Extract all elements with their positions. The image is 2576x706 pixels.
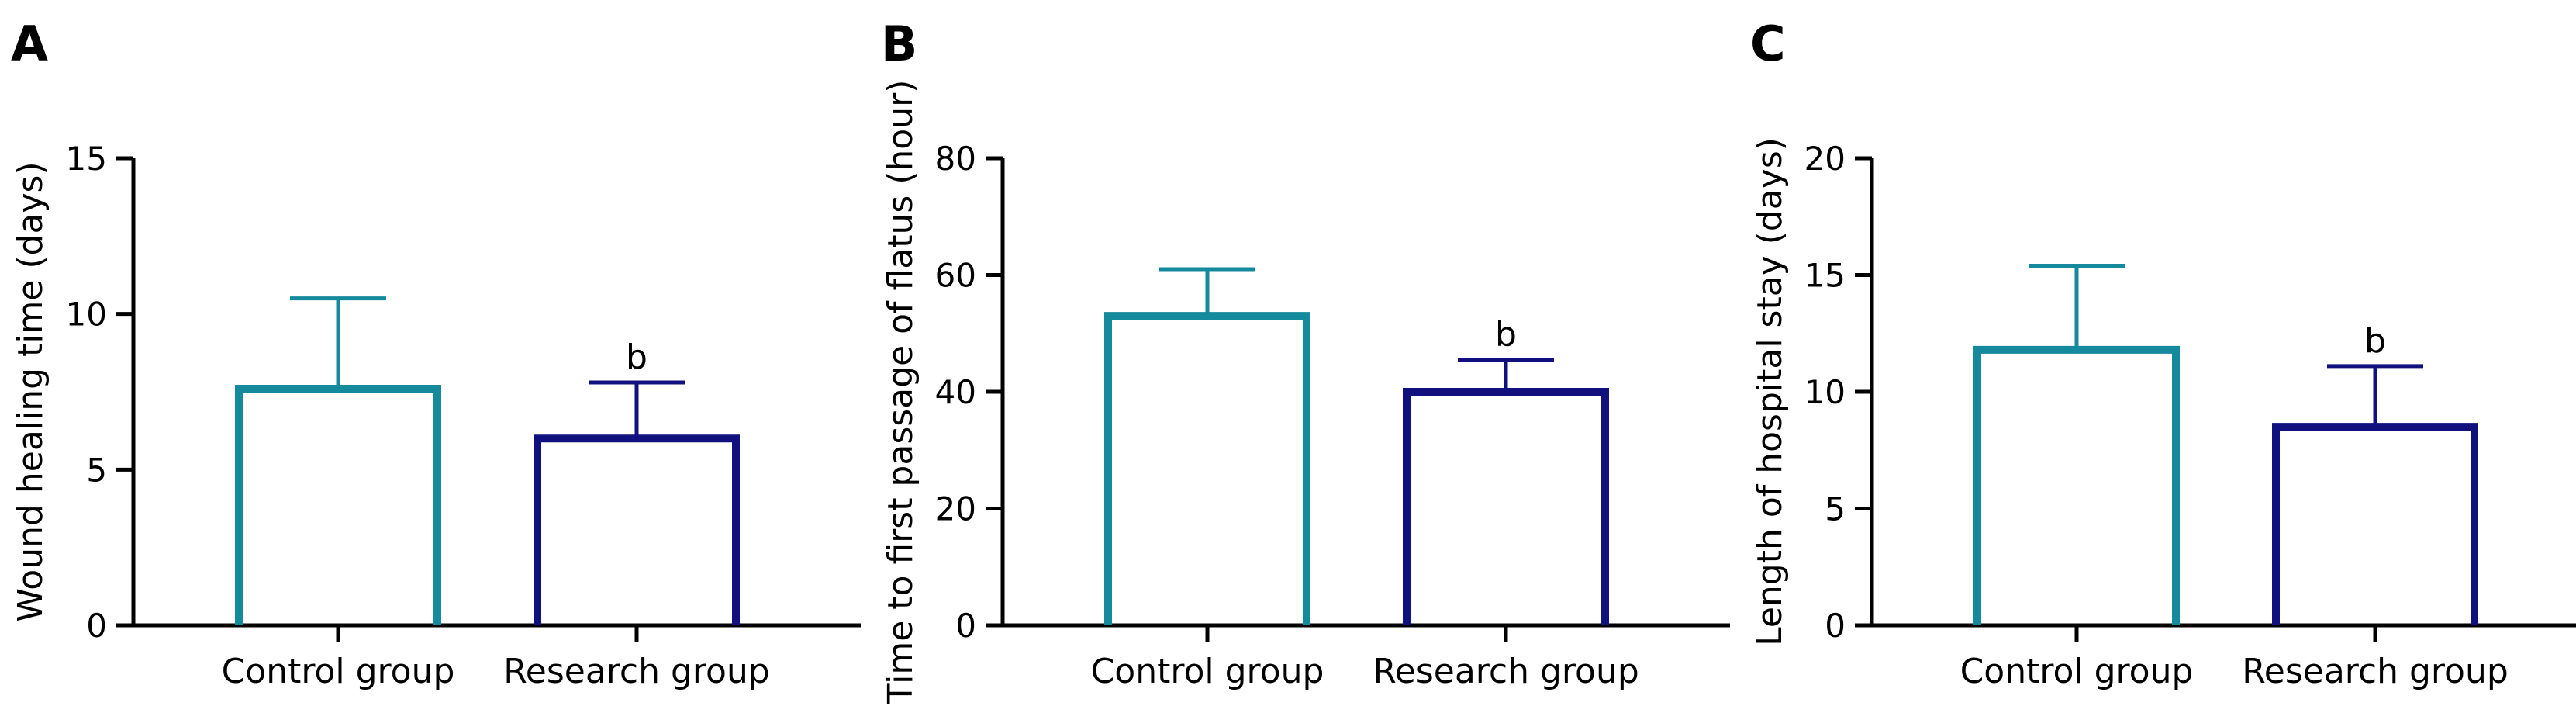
- chart-panel-c: C Length of hospital stay (days) 0 5 10 15 20 C…: [1750, 16, 2576, 691]
- bar-research: [534, 434, 740, 625]
- y-tick-label: 0: [1825, 607, 1846, 645]
- bar-research: [2272, 423, 2478, 625]
- chart-panel-a: A Wound healing time (days) 0 5 10 15 Control …: [11, 16, 861, 691]
- category-label: Control group: [1091, 652, 1324, 691]
- panel-letter: B: [881, 16, 917, 72]
- y-tick-label: 15: [66, 140, 107, 178]
- y-tick-label: 0: [955, 607, 976, 645]
- category-label: Control group: [1960, 652, 2194, 691]
- y-tick-label: 5: [86, 451, 107, 489]
- bar-control: [1973, 345, 2180, 625]
- y-axis-label: Length of hospital stay (days): [1750, 137, 1790, 646]
- significance-marker: b: [1495, 315, 1517, 355]
- category-label: Control group: [222, 652, 455, 691]
- y-tick-label: 80: [935, 140, 976, 178]
- category-label: Research group: [2242, 652, 2509, 691]
- category-label: Research group: [1373, 652, 1639, 691]
- y-tick-label: 5: [1825, 490, 1846, 528]
- y-tick-label: 10: [66, 296, 107, 334]
- bar-control: [235, 384, 441, 625]
- y-tick-label: 0: [86, 607, 107, 645]
- significance-marker: b: [2364, 321, 2386, 361]
- y-axis-label: Time to first passage of flatus (hour): [881, 80, 920, 705]
- chart-panel-b: B Time to first passage of flatus (hour) 0…: [881, 16, 1730, 704]
- bar-research: [1403, 388, 1609, 625]
- y-tick-label: 20: [935, 490, 976, 528]
- significance-marker: b: [626, 337, 647, 377]
- y-tick-label: 10: [1804, 373, 1846, 411]
- bar-control: [1104, 312, 1310, 625]
- y-tick-label: 15: [1804, 257, 1846, 295]
- panel-letter: C: [1750, 16, 1786, 72]
- y-tick-label: 60: [935, 257, 976, 295]
- panel-letter: A: [11, 16, 48, 72]
- y-tick-label: 40: [935, 373, 976, 411]
- y-axis-label: Wound healing time (days): [11, 161, 50, 621]
- y-tick-label: 20: [1804, 140, 1846, 178]
- category-label: Research group: [503, 652, 770, 691]
